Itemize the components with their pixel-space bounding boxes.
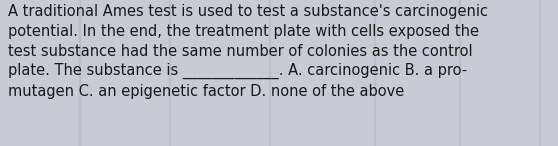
Text: A traditional Ames test is used to test a substance's carcinogenic
potential. In: A traditional Ames test is used to test … — [8, 4, 488, 99]
